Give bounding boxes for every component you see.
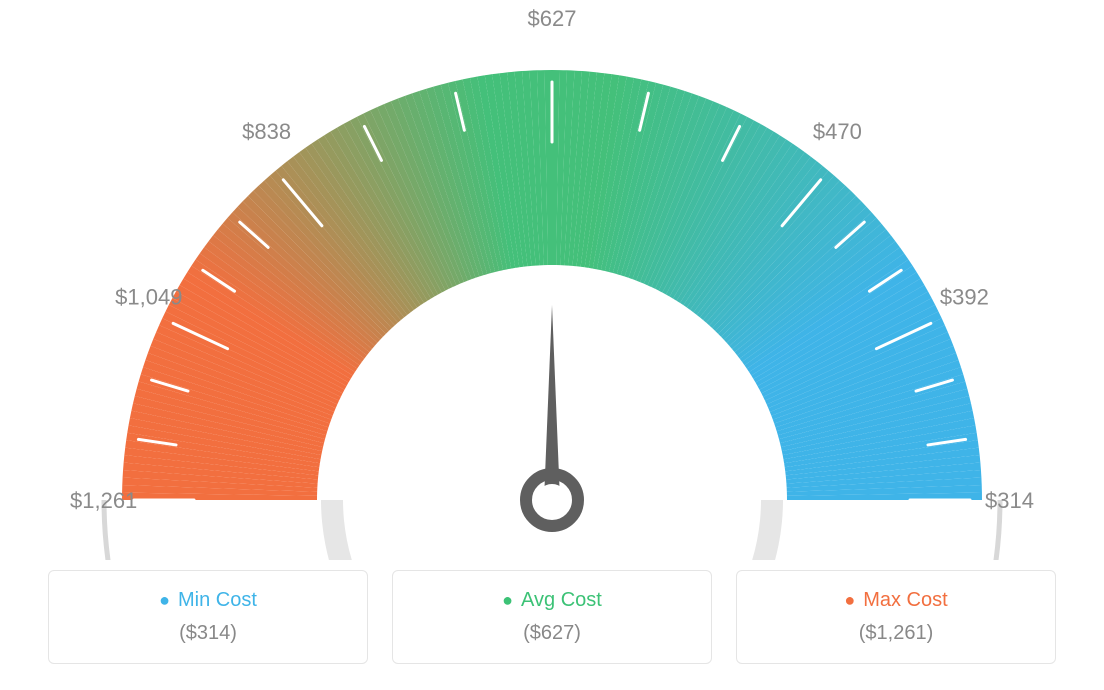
tick-label-2: $470 (813, 119, 862, 144)
gauge-svg: $314 $392 $470 $627 $838 $1,049 $1,261 (0, 0, 1104, 560)
legend-card-max: Max Cost ($1,261) (736, 570, 1056, 664)
tick-label-1: $392 (940, 284, 989, 309)
cost-gauge: $314 $392 $470 $627 $838 $1,049 $1,261 (0, 0, 1104, 560)
legend-card-avg: Avg Cost ($627) (392, 570, 712, 664)
legend-label-avg: Avg Cost (405, 589, 699, 612)
needle-hub-inner (536, 484, 568, 516)
legend-label-max: Max Cost (749, 589, 1043, 612)
tick-label-6: $1,261 (70, 488, 137, 513)
legend-value-avg: ($627) (405, 622, 699, 645)
legend-value-min: ($314) (61, 622, 355, 645)
legend-card-min: Min Cost ($314) (48, 570, 368, 664)
tick-label-5: $1,049 (115, 284, 182, 309)
tick-label-4: $838 (242, 119, 291, 144)
tick-label-0: $314 (985, 488, 1034, 513)
legend-label-min: Min Cost (61, 589, 355, 612)
tick-label-3: $627 (528, 6, 577, 31)
legend-row: Min Cost ($314) Avg Cost ($627) Max Cost… (0, 570, 1104, 664)
legend-value-max: ($1,261) (749, 622, 1043, 645)
